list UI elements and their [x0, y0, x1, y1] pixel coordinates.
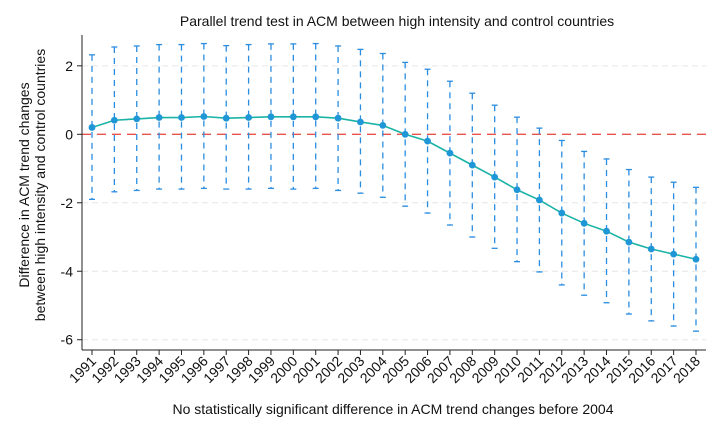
data-point: [289, 113, 297, 121]
y-tick-label: -2: [61, 195, 74, 211]
data-point: [580, 219, 588, 227]
y-axis-label-line-1: Difference in ACM trend changes: [16, 82, 32, 287]
x-tick-labels: 1991199219931994199519961997199819992000…: [66, 353, 703, 386]
grid-lines: [82, 65, 706, 341]
data-point: [245, 114, 252, 121]
data-point: [491, 173, 499, 181]
data-point: [446, 149, 454, 157]
x-tick-label: 2018: [670, 353, 703, 386]
y-tick-label: -6: [61, 332, 74, 348]
chart-title: Parallel trend test in ACM between high …: [180, 13, 614, 29]
data-point: [625, 238, 633, 246]
estimate-points: [88, 113, 700, 263]
data-point: [334, 114, 342, 122]
confidence-intervals: [89, 42, 699, 332]
y-tick-labels: -6 -4 -2 0 2: [61, 58, 74, 348]
data-point: [558, 209, 566, 217]
axes: [77, 35, 706, 355]
x-axis-label: No statistically significant difference …: [173, 401, 614, 417]
data-point: [401, 130, 409, 138]
data-point: [603, 227, 610, 235]
data-point: [155, 114, 163, 121]
data-point: [110, 116, 118, 124]
data-point: [468, 161, 476, 169]
y-tick-label: -4: [61, 263, 74, 279]
data-point: [200, 113, 208, 120]
data-point: [379, 121, 387, 129]
data-point: [536, 196, 543, 204]
data-point: [133, 115, 141, 123]
data-point: [222, 114, 230, 122]
data-point: [692, 255, 700, 263]
estimate-line: [91, 115, 697, 261]
data-point: [647, 245, 655, 253]
data-point: [357, 118, 364, 126]
y-axis-label-line-2: between high intensity and control count…: [32, 49, 48, 321]
data-point: [424, 137, 431, 145]
data-point: [513, 186, 521, 194]
data-point: [267, 113, 275, 121]
y-tick-label: 0: [65, 126, 73, 142]
data-point: [178, 114, 185, 121]
data-point: [88, 124, 96, 131]
data-point: [312, 113, 320, 121]
data-point: [670, 250, 678, 258]
y-tick-label: 2: [65, 58, 73, 74]
